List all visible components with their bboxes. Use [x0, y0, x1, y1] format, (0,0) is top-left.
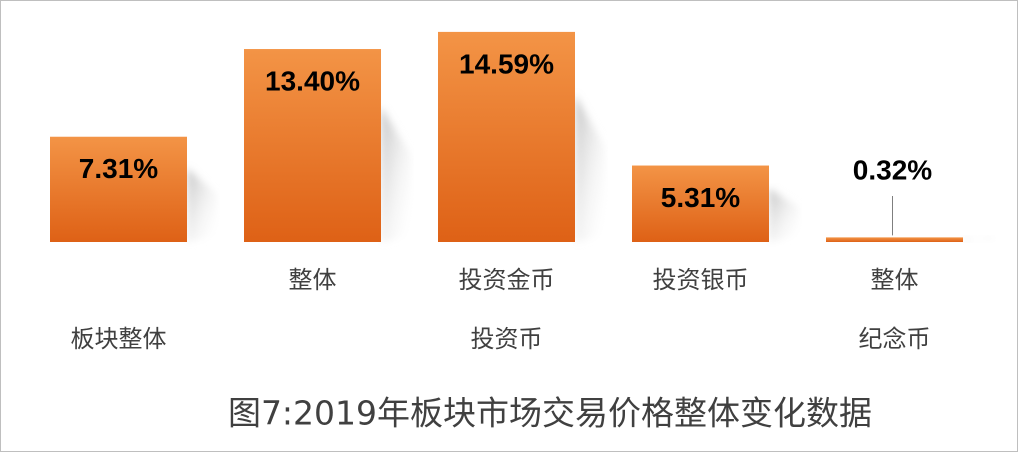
bar — [632, 165, 769, 242]
group-label: 投资币 — [471, 325, 543, 353]
value-label: 7.31% — [79, 153, 158, 184]
bar — [50, 136, 187, 242]
bar — [826, 237, 963, 242]
group-label: 纪念币 — [859, 325, 931, 353]
bar — [244, 49, 381, 242]
bar-shadow — [575, 94, 605, 242]
value-label: 13.40% — [265, 65, 360, 96]
group-label: 板块整体 — [71, 325, 167, 353]
value-label: 5.31% — [661, 182, 740, 213]
bar — [438, 31, 575, 243]
value-label: 14.59% — [459, 48, 554, 79]
category-label: 整体 — [289, 266, 337, 294]
bar-shadow — [187, 168, 217, 242]
category-label: 投资银币 — [653, 266, 749, 294]
bar-shadow — [769, 188, 799, 242]
chart-title: 图7:2019年板块市场交易价格整体变化数据 — [228, 394, 872, 433]
bar-shadow — [963, 236, 993, 242]
value-label: 0.32% — [853, 154, 932, 185]
bar-shadow — [381, 106, 411, 242]
category-label: 投资金币 — [459, 266, 555, 294]
category-label: 整体 — [871, 266, 919, 294]
